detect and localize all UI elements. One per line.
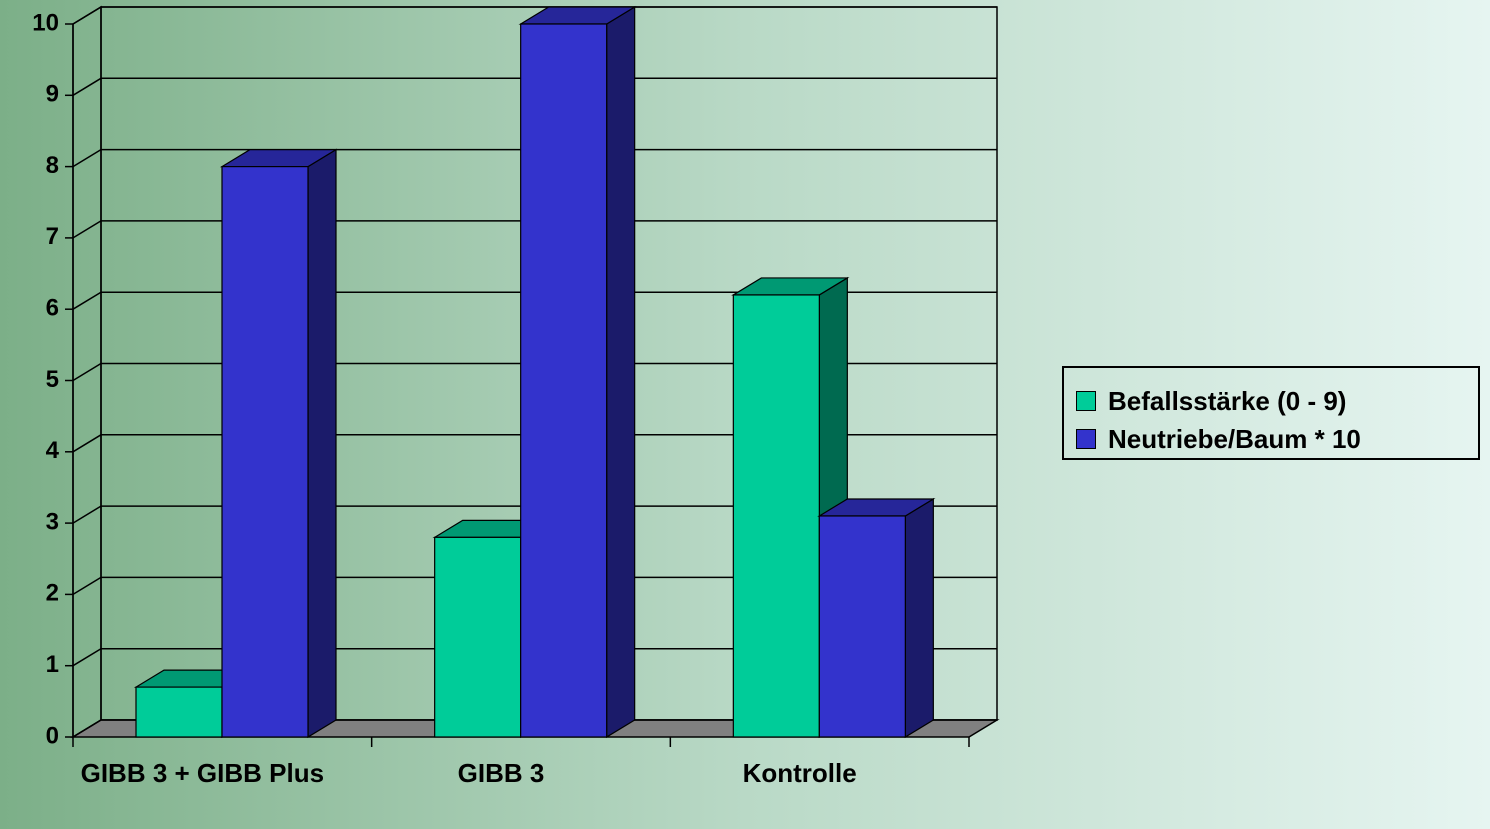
bar — [819, 499, 933, 737]
y-tick-label: 9 — [46, 81, 59, 108]
bar-front — [136, 687, 222, 737]
bar-front — [521, 24, 607, 737]
x-tick-label: GIBB 3 + GIBB Plus — [72, 758, 332, 789]
bar-front — [222, 167, 308, 737]
bar-front — [819, 516, 905, 737]
y-tick-label: 6 — [46, 295, 59, 322]
bar-side — [607, 7, 635, 737]
x-tick-label: Kontrolle — [670, 758, 930, 789]
bar-side — [308, 150, 336, 737]
y-tick-label: 10 — [32, 9, 59, 36]
y-tick-label: 1 — [46, 651, 59, 678]
legend-label: Befallsstärke (0 - 9) — [1108, 386, 1346, 417]
y-tick-label: 2 — [46, 580, 59, 607]
bar-front — [435, 537, 521, 737]
y-tick-label: 5 — [46, 366, 59, 393]
y-tick-label: 7 — [46, 223, 59, 250]
page: 0 1 2 3 4 5 6 7 8 9 10 Befallsstärke (0 - 9) Neutri… — [0, 0, 1490, 829]
bar-side — [905, 499, 933, 737]
y-tick-label: 3 — [46, 508, 59, 535]
legend-label: Neutriebe/Baum * 10 — [1108, 424, 1361, 455]
bar — [222, 150, 336, 737]
legend-item: Neutriebe/Baum * 10 — [1076, 420, 1478, 458]
legend-swatch — [1076, 429, 1096, 449]
legend-swatch — [1076, 391, 1096, 411]
y-tick-label: 0 — [46, 722, 59, 749]
legend-item: Befallsstärke (0 - 9) — [1076, 382, 1478, 420]
bar-front — [733, 295, 819, 737]
y-tick-label: 4 — [46, 437, 60, 464]
x-tick-label: GIBB 3 — [371, 758, 631, 789]
bar — [521, 7, 635, 737]
legend: Befallsstärke (0 - 9) Neutriebe/Baum * 10 — [1062, 366, 1480, 460]
y-tick-label: 8 — [46, 152, 59, 179]
